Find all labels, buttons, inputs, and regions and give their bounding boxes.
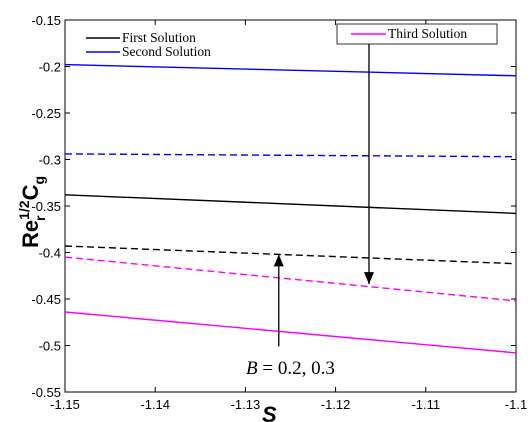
legend-label-second-solution: Second Solution — [122, 44, 211, 59]
y-tick-label: -0.35 — [31, 199, 61, 214]
y-tick-label: -0.45 — [31, 292, 61, 307]
x-tick-label: -1.13 — [231, 397, 261, 412]
y-tick-label: -0.3 — [39, 153, 61, 168]
y-tick-label: -0.55 — [31, 385, 61, 400]
series-line-second-solution-dashed — [64, 153, 517, 158]
y-label-re: Re — [18, 220, 43, 248]
y-label-sub: g — [31, 176, 47, 185]
series-line-first-solution-solid — [64, 194, 517, 215]
y-label-sub-r: r — [32, 215, 48, 221]
legend-label-third-solution: Third Solution — [388, 26, 467, 41]
y-ticks: -0.55 -0.5 -0.45 -0.4 -0.35 -0.3 -0.25 -0.2 -0.1… — [31, 13, 516, 400]
x-tick-label: -1.11 — [411, 397, 440, 412]
y-label-sup: 1/2 — [16, 200, 32, 220]
plot-frame — [64, 19, 517, 393]
x-axis-label: S — [262, 402, 277, 422]
arrow-head-down — [363, 272, 374, 285]
x-tick-label: -1.15 — [50, 397, 80, 412]
x-tick-label: -1.12 — [321, 397, 351, 412]
legend-label-first-solution: First Solution — [122, 30, 196, 45]
series-line-first-solution-dashed — [64, 245, 517, 265]
series-line-third-solution-solid — [64, 311, 517, 354]
y-tick-label: -0.25 — [31, 106, 61, 121]
annotation-values: = 0.2, 0.3 — [258, 358, 335, 379]
y-tick-label: -0.15 — [31, 13, 61, 28]
y-axis-label: Re1/2Cg — [16, 176, 47, 248]
x-ticks: -1.15 -1.14 -1.13 -1.12 -1.11 -1.1 — [50, 20, 527, 412]
series-layer — [64, 63, 517, 354]
x-tick-label: -1.1 — [505, 397, 527, 412]
y-tick-label: -0.4 — [39, 246, 61, 261]
series-line-second-solution-solid — [64, 63, 517, 77]
annotation-b-values: B = 0.2, 0.3 — [246, 358, 335, 379]
x-tick-label: -1.14 — [140, 397, 170, 412]
y-label-c: C — [18, 184, 43, 200]
annotation-arrows — [273, 33, 374, 347]
y-tick-label: -0.5 — [39, 339, 61, 354]
annotation-symbol: B — [246, 358, 258, 379]
legend-box-third-solution — [336, 23, 498, 45]
series-line-third-solution-dashed — [64, 256, 517, 302]
arrow-head-up — [273, 254, 284, 267]
y-tick-label: -0.2 — [39, 60, 61, 75]
